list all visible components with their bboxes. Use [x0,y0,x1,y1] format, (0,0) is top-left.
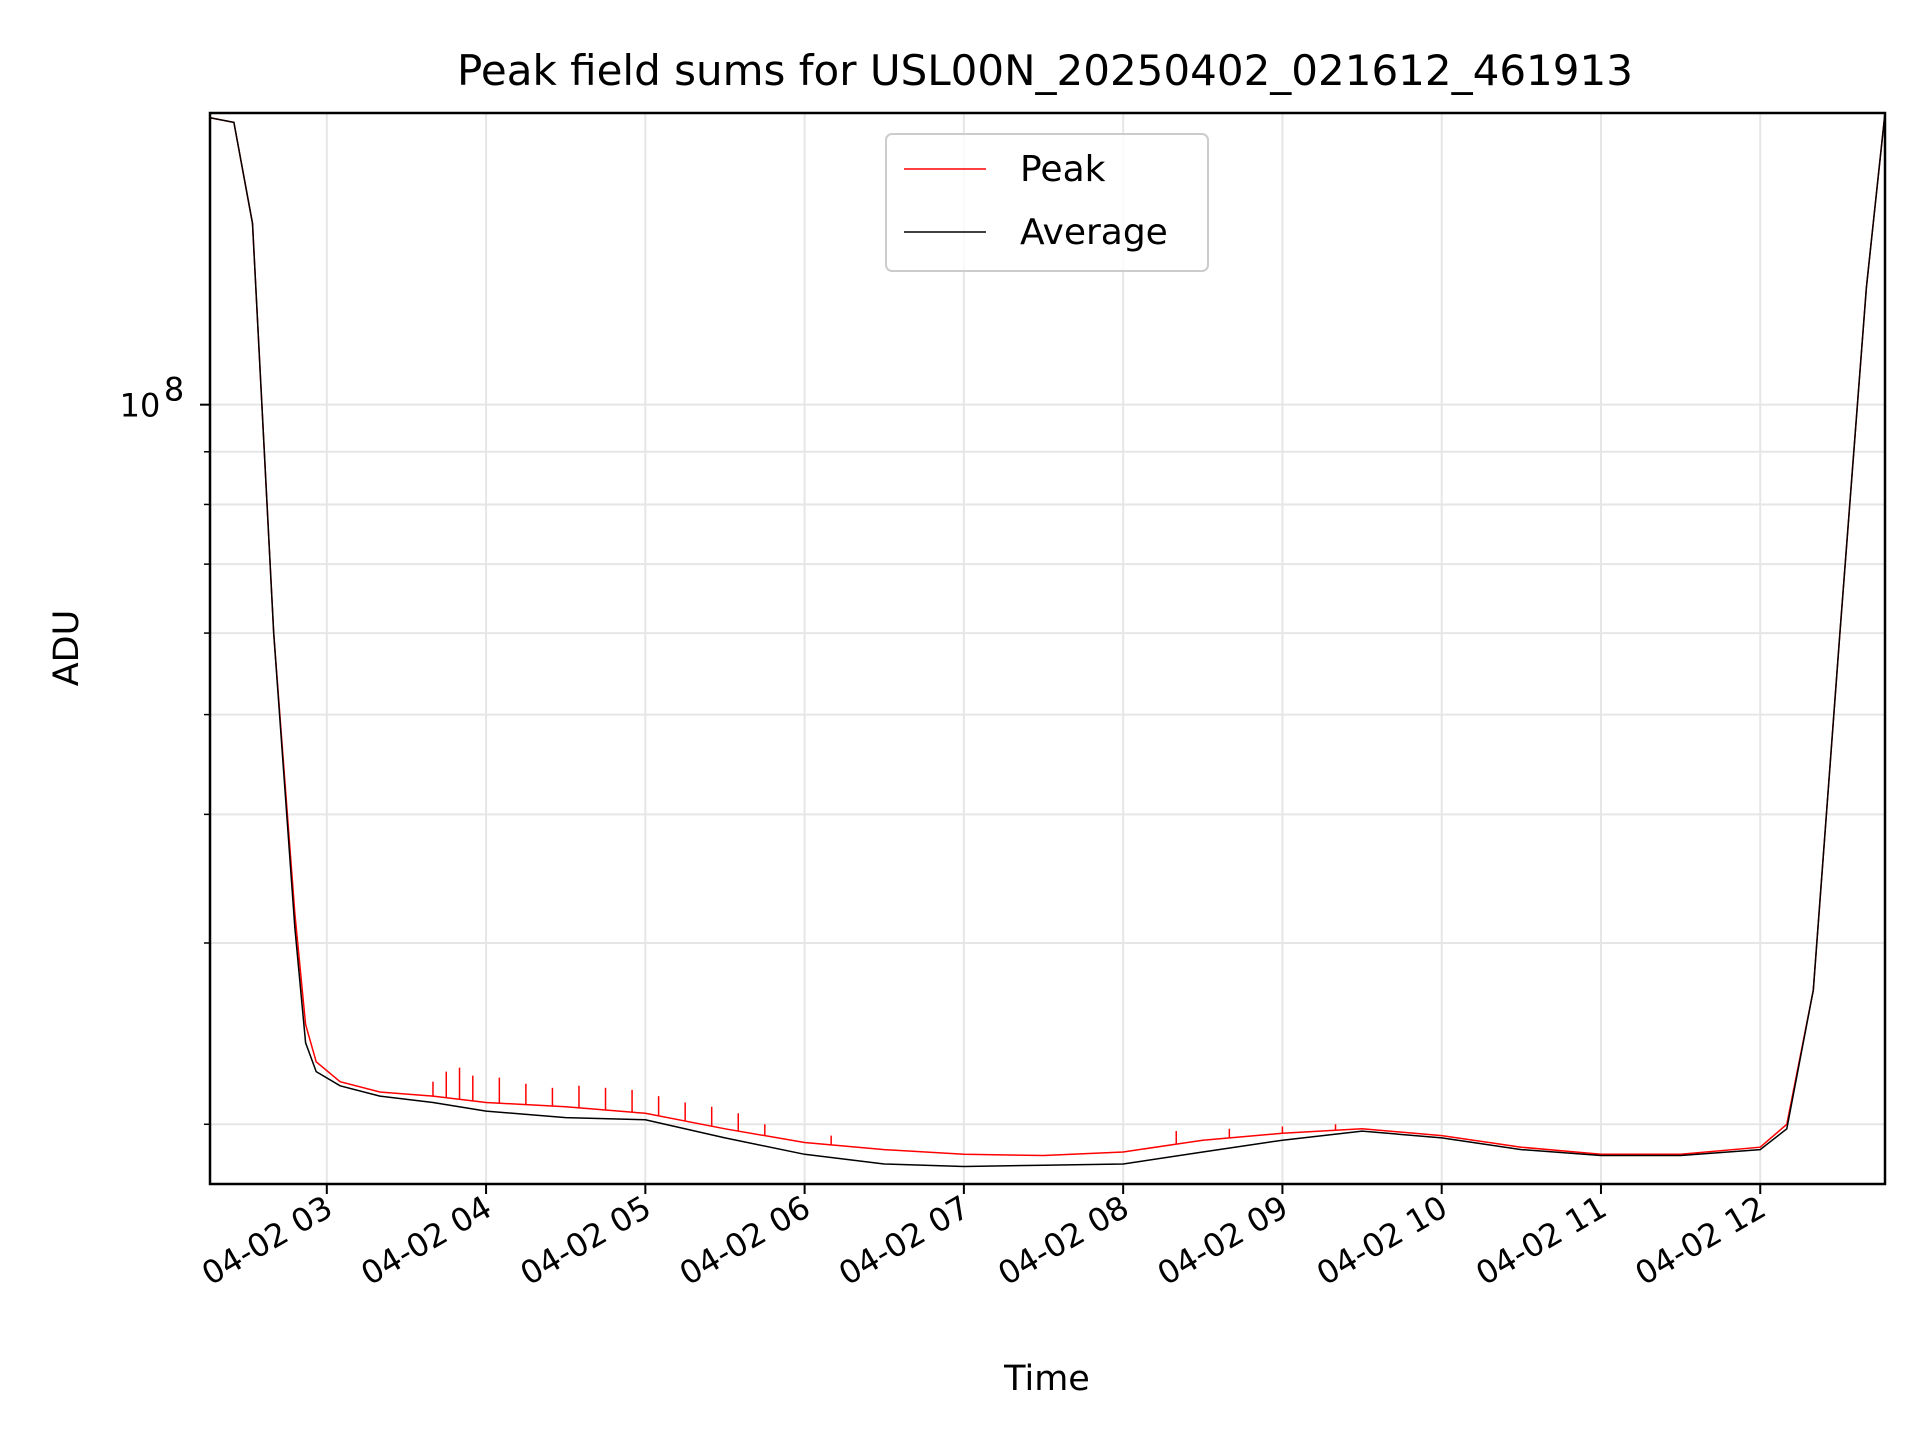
y-axis: 10 8 [120,371,210,1126]
legend: Peak Average [885,133,1209,272]
legend-label-peak: Peak [1020,149,1106,190]
y-axis-label: ADU [47,610,87,687]
series-line-average [210,113,1885,1168]
legend-label-average: Average [1020,212,1168,253]
x-axis-label: Time [1003,1359,1090,1399]
plot-frame [208,111,1887,1186]
plot-area [210,113,1885,1168]
y-tick-exponent: 8 [164,371,184,409]
series-layer [210,113,1885,1168]
y-tick-label: 10 [120,387,161,425]
chart-title: Peak field sums for USL00N_20250402_0216… [457,46,1633,95]
grid [210,113,1885,1184]
series-line-peak [210,113,1885,1157]
